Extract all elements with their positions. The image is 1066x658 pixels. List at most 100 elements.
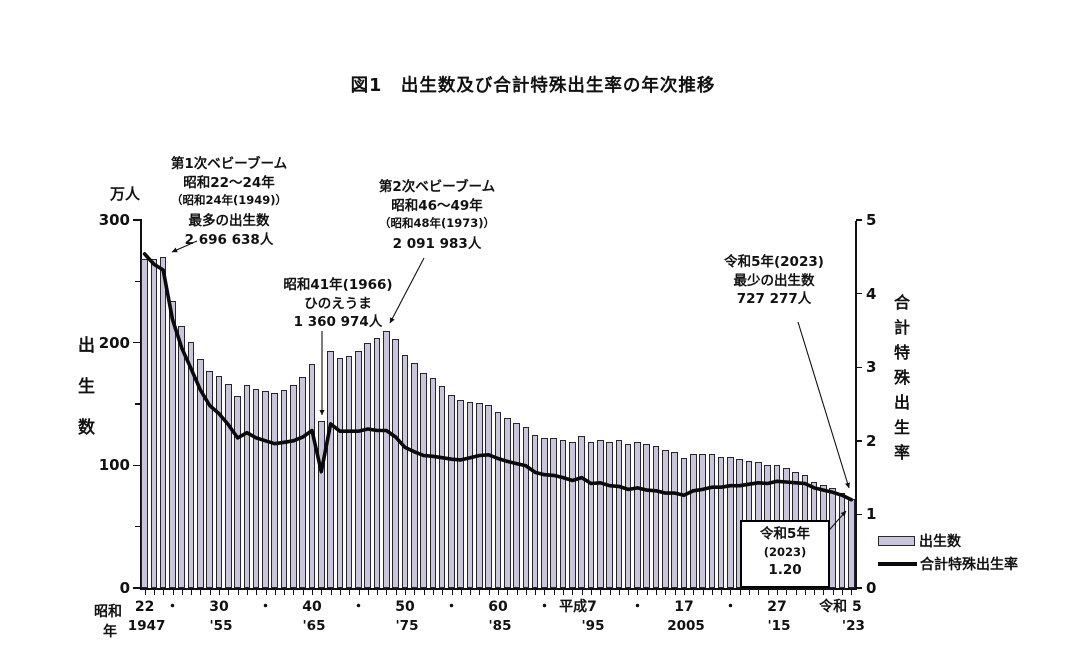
left-tick-0	[133, 587, 140, 589]
x-tick-1958	[246, 589, 248, 595]
right-tick-3	[856, 366, 862, 368]
bar-1965	[308, 364, 316, 588]
bar-2004	[671, 451, 678, 588]
arrow-second-baby-boom	[389, 257, 425, 324]
x-tick-1980	[451, 589, 453, 595]
x-tick-2015	[776, 589, 778, 595]
x-label-2015: 27	[767, 599, 787, 615]
x-tick-1957	[237, 589, 239, 595]
annotation-line: 第2次ベビーブーム	[378, 179, 496, 195]
x-tick-1974	[395, 589, 397, 595]
bar-1973	[383, 331, 390, 588]
bar-1961	[271, 393, 279, 588]
annotation-line: 2 091 983人	[392, 236, 482, 252]
bar-1994	[578, 436, 585, 588]
x-tick-1951	[181, 589, 183, 595]
x-tick-1964	[302, 589, 304, 595]
x-tick-1955	[219, 589, 221, 595]
bar-1979	[438, 386, 446, 588]
right-tick-label-2: 2	[866, 431, 877, 450]
left-tick-label-100: 100	[98, 456, 130, 475]
x-tick-2020	[823, 589, 825, 595]
x-label-1965: 40	[302, 599, 322, 615]
right-axis-line	[855, 221, 857, 589]
x-tick-1979	[442, 589, 444, 595]
bar-1983	[476, 402, 483, 588]
x-tick-2004	[674, 589, 676, 595]
x-label-1975: 50	[395, 599, 415, 615]
bar-2008	[708, 454, 716, 588]
x-tick-2009	[721, 589, 723, 595]
annotation-line: 最多の出生数	[188, 213, 270, 229]
figure-title: 図1 出生数及び合計特殊出生率の年次推移	[350, 76, 716, 96]
bar-1947	[141, 259, 148, 588]
bar-1999	[624, 443, 632, 588]
x-label-1970: ・	[351, 599, 366, 615]
x-tick-1997	[609, 589, 611, 595]
x-tick-1963	[293, 589, 295, 595]
x-tick-1993	[572, 589, 574, 595]
legend-tfr-label: 合計特殊出生率	[920, 556, 1018, 573]
bar-1976	[410, 363, 418, 588]
right-tick-label-4: 4	[866, 284, 877, 303]
x-tick-2022	[842, 589, 844, 595]
bar-1981	[457, 400, 465, 588]
bar-1997	[606, 441, 613, 588]
x-tick-2010	[730, 589, 732, 595]
annotation-line: 昭和22～24年	[183, 174, 275, 191]
bar-1948	[150, 259, 158, 588]
x-axis-era-top: 昭和	[94, 604, 122, 620]
x-label-2000: ・	[630, 599, 645, 615]
x-sublabel-1975: '75	[395, 618, 419, 634]
bar-1993	[569, 442, 576, 588]
x-tick-1952	[191, 589, 193, 595]
bar-2010	[727, 456, 734, 588]
x-tick-1983	[479, 589, 481, 595]
x-tick-2014	[767, 589, 769, 595]
bar-2001	[643, 444, 651, 588]
bar-1998	[615, 440, 623, 588]
bar-1968	[336, 358, 344, 588]
x-tick-1948	[153, 589, 155, 595]
x-tick-2008	[711, 589, 713, 595]
x-sublabel-2015: '15	[767, 618, 791, 634]
bar-1975	[401, 354, 409, 588]
legend-row-births: 出生数	[878, 529, 1018, 552]
left-axis-line	[140, 219, 142, 589]
x-sublabel-1995: '95	[581, 618, 605, 634]
annotation-line: 昭和46～49年	[391, 197, 483, 214]
x-label-1980: ・	[444, 599, 459, 615]
x-tick-1973	[386, 589, 388, 595]
bar-1982	[466, 402, 474, 588]
x-tick-2019	[814, 589, 816, 595]
left-minor-tick-50	[135, 525, 140, 528]
x-tick-2012	[749, 589, 751, 595]
bar-1963	[290, 384, 297, 588]
callout-line: 令和5年	[760, 526, 810, 542]
bar-1951	[178, 325, 186, 588]
x-tick-1947	[144, 589, 146, 595]
x-tick-1984	[488, 589, 490, 595]
x-tick-1965	[312, 589, 314, 595]
bar-1978	[429, 378, 437, 588]
annotation-hinoeuma: 昭和41年(1966) ひのえうま 1 360 974人	[283, 276, 392, 332]
right-tick-4	[856, 292, 862, 295]
x-tick-1949	[163, 589, 165, 595]
annotation-line: ひのえうま	[304, 295, 372, 312]
right-tick-label-5: 5	[866, 211, 877, 229]
x-tick-2007	[702, 589, 704, 595]
left-tick-100	[133, 464, 140, 467]
x-tick-1976	[414, 589, 416, 595]
x-tick-1971	[367, 589, 369, 595]
x-tick-1981	[460, 589, 462, 595]
annotation-line: 第1次ベビーブーム	[170, 156, 288, 172]
x-label-1990: ・	[537, 599, 552, 615]
bar-1974	[392, 338, 399, 588]
x-tick-2006	[693, 589, 695, 595]
right-tick-0	[856, 587, 862, 589]
left-minor-tick-150	[135, 403, 140, 405]
bar-2022	[838, 493, 846, 588]
x-tick-1977	[423, 589, 425, 595]
x-sublabel-2005: 2005	[667, 618, 705, 634]
bar-1957	[234, 395, 241, 588]
